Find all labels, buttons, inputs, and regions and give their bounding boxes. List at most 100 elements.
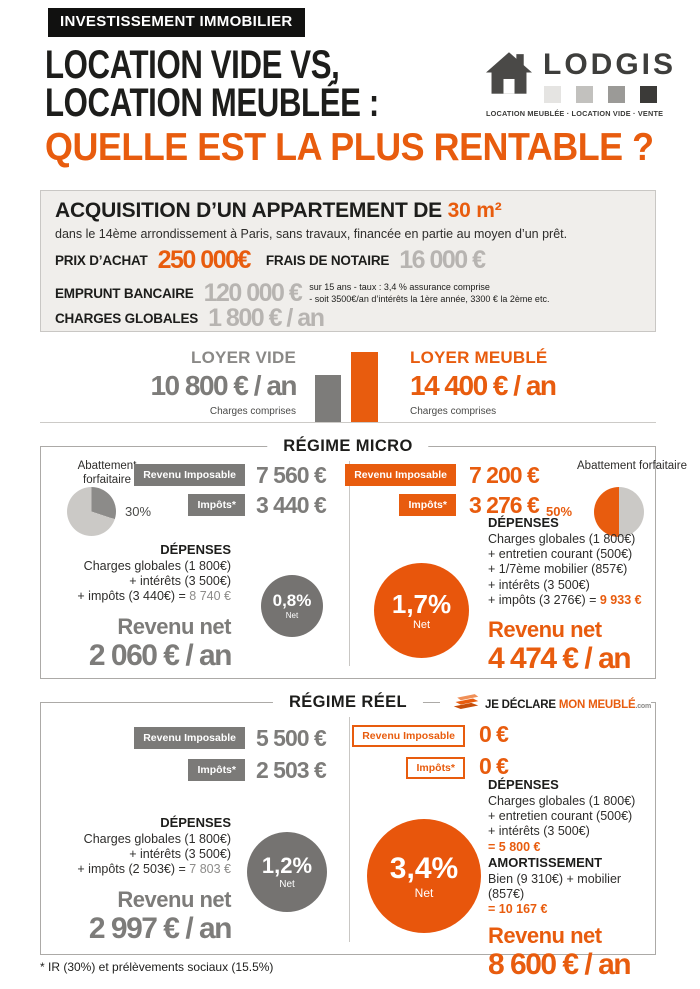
regime-micro-divider <box>349 461 350 666</box>
lodgis-squares <box>544 86 657 103</box>
depenses-line: + intérêts (3 500€) <box>129 574 231 589</box>
depenses-line: + intérêts (3 500€) <box>488 824 590 839</box>
footnote: * IR (30%) et prélèvements sociaux (15.5… <box>40 960 274 974</box>
depenses-total: 9 933 € <box>599 592 642 607</box>
revenu-net-value: 4 474 € / an <box>488 642 632 676</box>
net-rate-pct: 1,7% <box>391 588 452 619</box>
revenu-imposable-badge-vide: Revenu Imposable <box>134 727 245 749</box>
impots-value-meuble: 3 276 € <box>469 492 540 518</box>
depenses-total-line: + impôts (2 503€) = 7 803 € <box>77 862 231 877</box>
loan-note-line2: - soit 3500€/an d’intérêts la 1ère année… <box>309 293 550 304</box>
revenu-imposable-badge-meuble: Revenu Imposable <box>345 464 456 486</box>
acquisition-title-text: ACQUISITION D’UN APPARTEMENT DE <box>55 199 442 222</box>
main-title-line1: LOCATION VIDE VS, <box>45 43 340 87</box>
revenu-imposable-value-meuble: 7 200 € <box>469 462 540 488</box>
net-rate-pct: 3,4% <box>389 851 459 885</box>
partner-text: JE DÉCLARE MON MEUBLÉ.com <box>485 699 651 711</box>
acquisition-box: ACQUISITION D’UN APPARTEMENT DE 30 m² da… <box>40 190 656 332</box>
abattement-pct-meuble: 50% <box>546 504 573 519</box>
regime-reel-title: RÉGIME RÉEL <box>272 693 424 712</box>
net-rate-circle-meuble: 1,7% Net <box>374 563 469 658</box>
partner-prefix: JE DÉCLARE <box>485 698 559 711</box>
net-rate-circle-vide: 1,2% Net <box>247 832 327 912</box>
house-icon <box>486 52 532 99</box>
net-rate-caption: Net <box>412 618 431 631</box>
acquisition-title: ACQUISITION D’UN APPARTEMENT DE 30 m² <box>55 199 502 223</box>
rent-baseline <box>40 422 656 423</box>
partner-highlight: MON MEUBLÉ <box>558 698 636 711</box>
abattement-pie-meuble <box>594 487 644 537</box>
net-rate-pct: 1,2% <box>261 852 313 878</box>
square-medium <box>576 86 593 103</box>
charges-row: CHARGES GLOBALES 1 800 € / an <box>55 304 325 333</box>
depenses-total: = 5 800 € <box>488 839 541 854</box>
rent-bar-vide <box>315 375 341 422</box>
depenses-title: DÉPENSES <box>488 515 559 530</box>
abattement-pct-vide: 30% <box>125 504 152 519</box>
depenses-line: Charges globales (1 800€) <box>488 793 636 808</box>
rent-meuble-value: 14 400 € / an <box>410 370 557 401</box>
depenses-line: Charges globales (1 800€) <box>83 831 231 846</box>
rent-vide-note: Charges comprises <box>209 406 296 417</box>
revenu-net-value: 8 600 € / an <box>488 947 632 981</box>
rent-vide-block: LOYER VIDE 10 800 € / an Charges compris… <box>80 348 297 417</box>
regime-reel-box: RÉGIME RÉEL JE DÉCLARE MON MEUBLÉ.com Re… <box>40 690 656 981</box>
impots-value-meuble: 0 € <box>479 753 509 779</box>
partner-logo: JE DÉCLARE MON MEUBLÉ.com <box>440 690 651 719</box>
depenses-line: Charges globales (1 800€) <box>83 558 231 573</box>
abattement-label-meuble: Abattement forfaitaire <box>577 460 687 472</box>
price-label: PRIX D’ACHAT <box>55 253 148 268</box>
lodgis-tagline: LOCATION MEUBLÉE · LOCATION VIDE · VENTE <box>486 109 664 118</box>
square-light <box>544 86 561 103</box>
loan-note-line1: sur 15 ans - taux : 3,4 % assurance comp… <box>309 281 490 292</box>
price-row: PRIX D’ACHAT 250 000€ FRAIS DE NOTAIRE 1… <box>55 246 486 275</box>
abattement-label-vide: Abattement forfaitaire <box>77 460 137 487</box>
charges-label: CHARGES GLOBALES <box>55 311 199 326</box>
depenses-block-vide: DÉPENSES Charges globales (1 800€) + int… <box>77 815 232 945</box>
impots-value-vide: 2 503 € <box>256 757 327 783</box>
revenu-imposable-badge-vide: Revenu Imposable <box>134 464 245 486</box>
depenses-total-line: + impôts (3 276€) = 9 933 € <box>488 593 642 608</box>
rent-meuble-label: LOYER MEUBLÉ <box>410 348 548 367</box>
depenses-line: Charges globales (1 800€) <box>488 531 636 546</box>
depenses-line: + 1/7ème mobilier (857€) <box>488 562 628 577</box>
depenses-title: DÉPENSES <box>488 777 559 792</box>
loan-row: EMPRUNT BANCAIRE 120 000 € sur 15 ans - … <box>55 279 549 308</box>
net-rate-pct: 0,8% <box>272 591 312 610</box>
acquisition-subtitle: dans le 14ème arrondissement à Paris, sa… <box>55 227 568 241</box>
depenses-total-line: + impôts (3 440€) = 8 740 € <box>77 589 231 604</box>
depenses-title: DÉPENSES <box>160 542 231 557</box>
revenu-net-value: 2 060 € / an <box>88 638 233 672</box>
regime-micro-title: RÉGIME MICRO <box>267 437 429 456</box>
price-value: 250 000€ <box>157 246 252 274</box>
net-rate-caption: Net <box>285 611 299 620</box>
revenu-net-label: Revenu net <box>117 613 231 639</box>
depenses-line: + intérêts (3 500€) <box>488 577 590 592</box>
depenses-line: + entretien courant (500€) <box>488 809 633 824</box>
abattement-pie-vide <box>67 487 116 536</box>
rent-vide-value: 10 800 € / an <box>150 370 297 401</box>
loan-label: EMPRUNT BANCAIRE <box>55 286 194 301</box>
depenses-block-vide: DÉPENSES Charges globales (1 800€) + int… <box>77 542 233 672</box>
revenu-imposable-badge-meuble: Revenu Imposable <box>352 725 465 747</box>
notary-value: 16 000 € <box>399 246 486 274</box>
revenu-net-label: Revenu net <box>488 617 602 643</box>
notary-label: FRAIS DE NOTAIRE <box>265 253 390 268</box>
investment-tag: INVESTISSEMENT IMMOBILIER <box>48 8 305 37</box>
loan-value: 120 000 € <box>203 279 303 307</box>
impots-badge-meuble: Impôts* <box>406 757 465 779</box>
depenses-total-prefix: + impôts (3 276€) = <box>488 592 600 607</box>
net-rate-circle-vide: 0,8% Net <box>261 575 323 637</box>
stack-icon <box>452 692 480 717</box>
charges-value: 1 800 € / an <box>208 304 325 332</box>
revenu-imposable-value-vide: 7 560 € <box>256 462 327 488</box>
main-title-highlight: QUELLE EST LA PLUS RENTABLE ? <box>45 126 654 169</box>
loan-note: sur 15 ans - taux : 3,4 % assurance comp… <box>309 282 549 305</box>
regime-micro-box: RÉGIME MICRO Abattement forfaitaire 30% … <box>40 437 687 679</box>
rent-bar-meuble <box>351 352 378 422</box>
depenses-title: DÉPENSES <box>160 815 231 830</box>
lodgis-logo: LODGIS LOCATION MEUBLÉE · LOCATION VIDE … <box>486 48 673 118</box>
main-title-line2: LOCATION MEUBLÉE : <box>45 81 379 125</box>
depenses-line: + intérêts (3 500€) <box>129 847 231 862</box>
